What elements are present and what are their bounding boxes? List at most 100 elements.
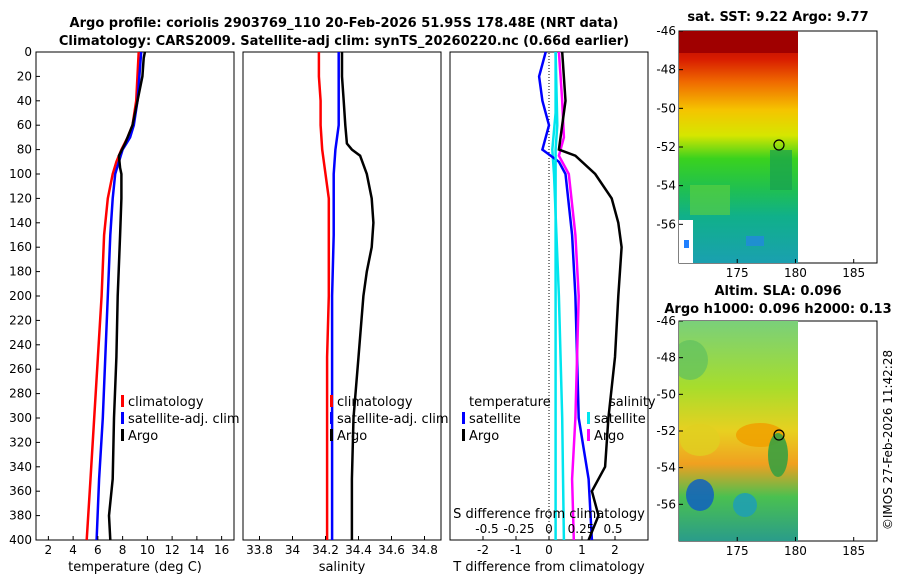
y-tick-label: 20 <box>17 69 32 83</box>
salinity-legend: climatology satellite-adj. clim Argo <box>330 395 449 444</box>
x-tick-label: 1 <box>578 543 586 557</box>
legend-label-argo: Argo <box>337 429 367 444</box>
map-x-tick-label: 185 <box>842 544 865 558</box>
s-difference-title: S difference from climatology <box>453 507 645 522</box>
sla-map-axis-ticks: 175 180 185 -46 -48 -50 -52 -54 -56 <box>656 314 865 558</box>
series-line-climatology <box>317 52 331 540</box>
t-difference-x-axis: -2 -1 0 1 2 <box>477 536 619 557</box>
temperature-series <box>85 51 147 541</box>
series-line-satellite-adj-clim <box>95 51 143 541</box>
series-line-argo <box>557 51 623 541</box>
salinity-panel: 33.8 34 34.2 34.4 34.6 34.8 salinity climatol… <box>242 51 449 575</box>
y-tick-label: 120 <box>9 191 32 205</box>
temperature-legend: climatology satellite-adj. clim Argo <box>121 395 240 444</box>
figure-title-line2: Climatology: CARS2009. Satellite-adj cli… <box>59 34 629 49</box>
map-y-tick-label: -54 <box>656 461 676 475</box>
legend-label-climatology: climatology <box>337 395 413 410</box>
s-tick-label: 0.5 <box>603 522 622 536</box>
legend-label-satellite: satellite-adj. clim <box>128 412 240 427</box>
legend-swatch-salinity <box>587 395 590 407</box>
sla-field <box>679 321 798 541</box>
sst-field <box>679 31 798 263</box>
legend-label-satellite: satellite-adj. clim <box>337 412 449 427</box>
legend-label-t-argo: Argo <box>469 429 499 444</box>
map-y-tick-label: -46 <box>656 314 676 328</box>
series-line-argo <box>107 51 147 541</box>
y-tick-label: 260 <box>9 362 32 376</box>
legend-swatch-t-argo <box>462 429 465 441</box>
map-y-tick-label: -48 <box>656 351 676 365</box>
y-tick-label: 140 <box>9 216 32 230</box>
y-tick-label: 180 <box>9 265 32 279</box>
x-tick-label: -2 <box>477 543 489 557</box>
s-tick-label: -0.5 <box>475 522 498 536</box>
x-tick-label: 34.8 <box>411 543 438 557</box>
temperature-xlabel: temperature (deg C) <box>68 560 202 575</box>
y-tick-label: 400 <box>9 533 32 547</box>
legend-swatch-satellite <box>330 412 333 424</box>
legend-label-s-argo: Argo <box>594 429 624 444</box>
series-line-salinity-satellite <box>554 51 559 540</box>
x-tick-label: 2 <box>611 543 619 557</box>
difference-legend-right: salinity satellite Argo <box>587 395 656 444</box>
temperature-panel: 0 20 40 60 80 100 120 140 160 180 200 220 240 260 280 3… <box>9 45 454 575</box>
sla-argo-marker <box>773 429 785 441</box>
legend-label-s-satellite: satellite <box>594 412 646 427</box>
map-y-tick-label: -54 <box>656 179 676 193</box>
x-tick-label: 34.2 <box>312 543 339 557</box>
series-line-temperature-argo <box>537 51 594 541</box>
legend-swatch-temperature <box>462 395 465 407</box>
x-tick-label: 8 <box>119 543 127 557</box>
y-tick-label: 160 <box>9 240 32 254</box>
map-y-tick-label: -52 <box>656 424 676 438</box>
legend-swatch-s-satellite <box>587 412 590 424</box>
s-tick-label: 0.25 <box>568 522 595 536</box>
y-tick-label: 60 <box>17 118 32 132</box>
s-tick-label: -0.25 <box>503 522 534 536</box>
x-tick-label: 34 <box>285 543 300 557</box>
legend-swatch-argo <box>121 429 124 441</box>
legend-label-temperature: temperature <box>469 395 551 410</box>
figure-title-line1: Argo profile: coriolis 2903769_110 20-Fe… <box>70 16 619 31</box>
y-tick-label: 340 <box>9 460 32 474</box>
legend-swatch-climatology <box>330 395 333 407</box>
x-tick-label: 10 <box>140 543 155 557</box>
sla-map-title: Altim. SLA: 0.096 <box>715 284 842 299</box>
legend-label-climatology: climatology <box>128 395 204 410</box>
temperature-x-axis: 2 4 6 8 10 12 14 16 <box>45 536 229 557</box>
salinity-axes <box>242 51 442 541</box>
difference-panel: -2 -1 0 1 2 S difference from climatology -0… <box>449 51 656 575</box>
series-line-temperature-satellite <box>551 52 566 541</box>
y-tick-label: 240 <box>9 338 32 352</box>
sst-map-title: sat. SST: 9.22 Argo: 9.77 <box>687 10 868 25</box>
x-tick-label: 6 <box>94 543 102 557</box>
y-tick-label: 280 <box>9 387 32 401</box>
y-tick-label: 360 <box>9 484 32 498</box>
map-y-tick-label: -46 <box>656 24 676 38</box>
salinity-x-axis: 33.8 34 34.2 34.4 34.6 34.8 <box>246 536 438 557</box>
map-x-tick-label: 180 <box>784 266 807 280</box>
depth-axis: 0 20 40 60 80 100 120 140 160 180 200 220 240 260 280 3… <box>9 45 454 547</box>
s-difference-ticks: -0.5 -0.25 0 0.25 0.5 <box>475 522 622 536</box>
y-tick-label: 220 <box>9 313 32 327</box>
sla-map-subtitle: Argo h1000: 0.096 h2000: 0.13 <box>664 302 891 317</box>
legend-swatch-satellite <box>121 412 124 424</box>
legend-label-argo: Argo <box>128 429 158 444</box>
x-tick-label: 0 <box>545 543 553 557</box>
legend-swatch-t-satellite <box>462 412 465 424</box>
temperature-axes <box>35 51 235 541</box>
map-x-tick-label: 175 <box>726 544 749 558</box>
legend-swatch-climatology <box>121 395 124 407</box>
y-tick-label: 380 <box>9 509 32 523</box>
map-y-tick-label: -50 <box>656 387 676 401</box>
map-x-tick-label: 180 <box>784 544 807 558</box>
sst-map-axis-ticks: 175 180 185 -46 -48 -50 -52 -54 -56 <box>656 24 865 280</box>
sst-argo-marker <box>773 139 785 151</box>
map-y-tick-label: -50 <box>656 101 676 115</box>
map-x-tick-label: 185 <box>842 266 865 280</box>
legend-label-salinity: salinity <box>609 395 656 410</box>
sst-map-panel: sat. SST: 9.22 Argo: 9.77 175 180 185 -46 -4… <box>656 10 878 280</box>
x-tick-label: 16 <box>214 543 229 557</box>
y-tick-label: 320 <box>9 435 32 449</box>
y-tick-label: 100 <box>9 167 32 181</box>
